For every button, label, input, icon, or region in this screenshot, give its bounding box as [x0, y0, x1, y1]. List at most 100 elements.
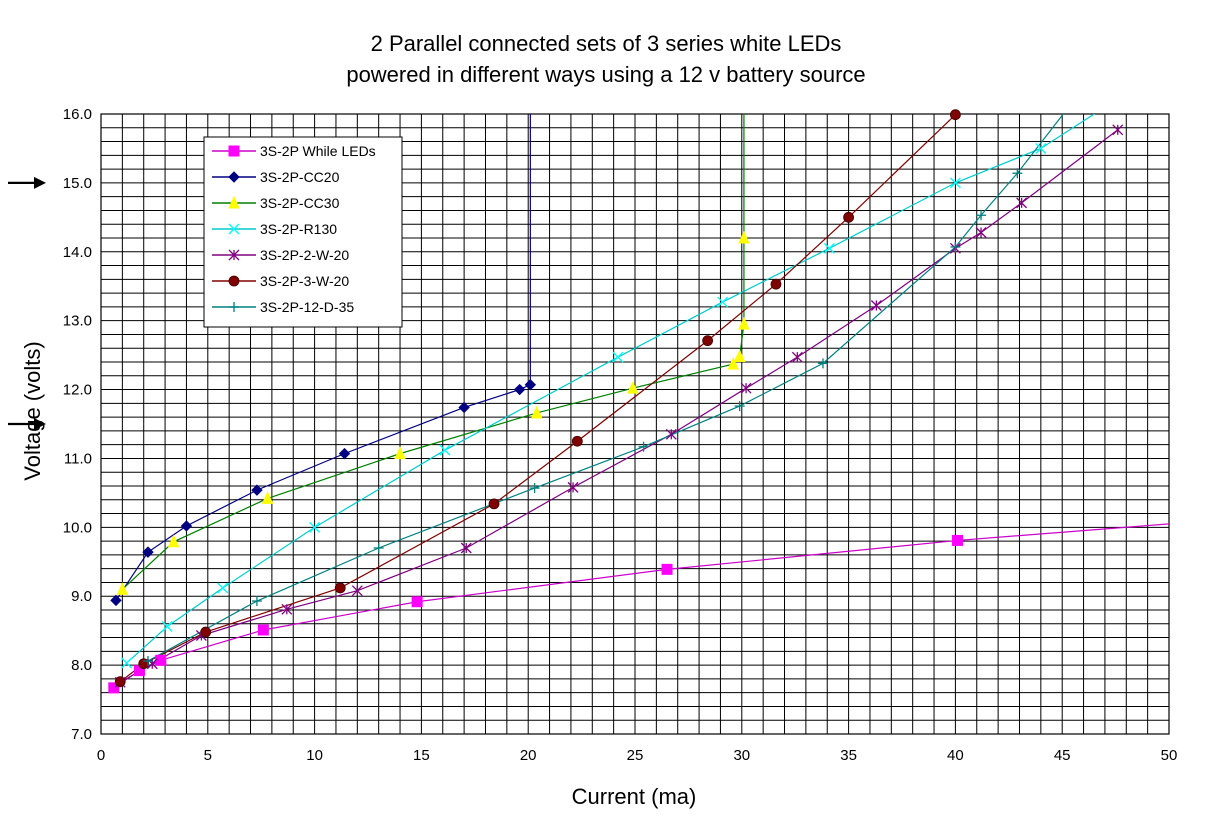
series-line-6 [119, 114, 956, 683]
data-point-s7 [1012, 168, 1023, 179]
y-tick-label: 12.0 [63, 382, 92, 399]
data-point-s5 [975, 227, 987, 238]
marker-stroke [228, 223, 240, 235]
axis-arrow-markers [8, 176, 46, 430]
data-point-s7 [976, 210, 987, 221]
data-point-s5 [1112, 124, 1124, 136]
plot-markers [108, 109, 1124, 694]
data-point-s1 [257, 624, 269, 636]
legend-label: 3S-2P-12-D-35 [260, 299, 354, 315]
data-point-s5 [460, 542, 472, 554]
data-point-s6 [114, 676, 126, 688]
x-tick-label: 10 [306, 747, 323, 764]
y-tick-label: 9.0 [71, 588, 92, 605]
data-point-s5 [351, 585, 363, 597]
legend-marker [228, 195, 240, 209]
data-point-s4 [309, 521, 321, 533]
data-point-s3 [727, 356, 740, 370]
data-point-s2 [110, 594, 122, 607]
x-tick-label: 25 [627, 747, 644, 764]
data-point-s4 [612, 351, 624, 363]
y-tick-label: 16.0 [63, 106, 92, 123]
plot-axes: 0 5 10 15 20 25 30 35 40 45 50 7.0 8.0 9.0 10.0 11.0 12.… [63, 106, 1178, 764]
legend-label: 3S-2P-R130 [260, 221, 337, 237]
data-point-s5 [791, 351, 803, 363]
plot-border [100, 113, 1170, 735]
y-axis-label: Voltage (volts) [20, 341, 45, 481]
data-point-s6 [200, 626, 212, 638]
data-point-s7 [251, 596, 262, 607]
arrow-head [34, 418, 46, 430]
data-point-s1 [661, 563, 673, 575]
legend-marker [228, 249, 240, 261]
data-point-s2 [338, 447, 351, 460]
data-point-s3 [530, 405, 543, 419]
data-point-s2 [513, 383, 526, 396]
x-axis-label: Current (ma) [571, 784, 697, 809]
legend-label: 3S-2P-CC20 [260, 169, 340, 185]
data-point-s3 [738, 230, 750, 244]
legend-label: 3S-2P While LEDs [260, 143, 376, 159]
marker-stroke [717, 296, 729, 308]
data-point-s6 [950, 109, 961, 121]
data-point-s7 [950, 241, 961, 252]
marker-stroke [121, 657, 133, 669]
data-point-s2 [180, 520, 193, 532]
legend-marker [228, 171, 240, 183]
data-point-s1 [155, 654, 167, 666]
data-point-s2 [251, 484, 263, 496]
x-tick-label: 20 [520, 747, 537, 764]
legend-marker [228, 275, 240, 287]
marker-stroke [823, 242, 835, 254]
data-point-s4 [949, 177, 961, 189]
marker-stroke [309, 521, 321, 533]
data-point-s7 [529, 483, 540, 494]
marker-stroke [612, 351, 624, 363]
data-point-s6 [334, 582, 346, 594]
chart-title: 2 Parallel connected sets of 3 series wh… [370, 31, 842, 56]
data-point-s3 [261, 491, 274, 504]
y-tick-label: 13.0 [63, 313, 92, 330]
y-axis-arrow [8, 176, 46, 189]
data-point-s3 [733, 349, 746, 362]
x-tick-label: 0 [97, 747, 105, 764]
marker-stroke [1035, 142, 1047, 154]
legend-label: 3S-2P-CC30 [260, 195, 340, 211]
data-point-s7 [734, 401, 745, 412]
x-tick-label: 15 [413, 747, 430, 764]
legend-marker [229, 302, 239, 312]
data-point-s7 [373, 543, 384, 553]
x-tick-label: 40 [947, 747, 964, 764]
data-point-s3 [116, 582, 129, 595]
y-tick-label: 7.0 [71, 726, 92, 743]
data-point-s6 [138, 658, 150, 670]
legend-marker [228, 223, 240, 235]
y-tick-label: 15.0 [63, 175, 92, 192]
data-point-s2 [458, 401, 470, 414]
data-point-s2 [524, 379, 537, 391]
data-point-s1 [952, 534, 964, 546]
data-point-s5 [281, 603, 293, 615]
y-tick-label: 8.0 [71, 657, 92, 674]
data-point-s6 [571, 435, 583, 447]
legend-label: 3S-2P-3-W-20 [260, 273, 349, 289]
x-tick-label: 50 [1161, 747, 1178, 764]
arrow-head [34, 176, 46, 189]
y-tick-label: 10.0 [63, 519, 92, 536]
y-axis-arrow [8, 418, 46, 430]
data-point-s6 [702, 335, 714, 347]
data-point-s6 [488, 498, 500, 510]
data-point-s1 [108, 682, 120, 694]
data-point-s3 [167, 534, 180, 548]
x-tick-label: 5 [204, 747, 212, 764]
data-point-s4 [717, 296, 729, 308]
data-point-s6 [843, 211, 854, 223]
data-point-s4 [439, 444, 451, 456]
data-point-s4 [823, 242, 835, 254]
data-point-s5 [567, 481, 579, 493]
legend-marker [228, 145, 240, 157]
chart-legend: 3S-2P While LEDs 3S-2P-CC20 3S-2P-CC30 3S-2… [203, 136, 403, 328]
data-point-s3 [627, 380, 639, 394]
